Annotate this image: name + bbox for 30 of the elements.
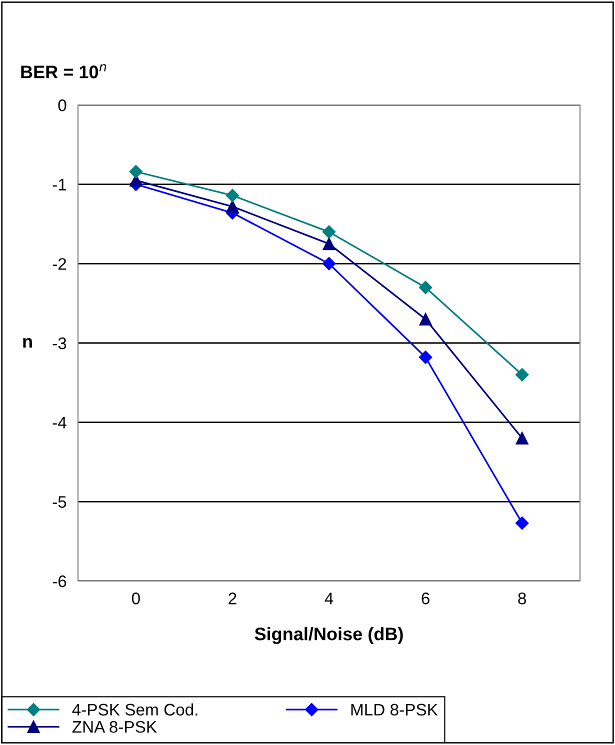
y-tick-label: 0 [58,99,66,112]
x-axis-title: Signal/Noise (dB) [254,627,403,644]
point [515,516,529,530]
x-tick-label: 8 [518,592,526,604]
point [226,200,239,213]
y-tick-label: -5 [52,496,66,508]
y-tick-label: -3 [52,337,66,350]
point [516,432,528,444]
chart-title: BER = 10$^{n}$ [21,64,106,78]
y-axis-title: n [23,338,32,348]
y-tick-label: -2 [52,258,66,270]
x-tick-label: 6 [422,592,430,604]
point [322,225,336,239]
point [322,257,336,270]
legend-label: 4-PSK Sem Cod. [72,703,198,716]
x-tick-label: 2 [228,592,236,604]
point [322,238,336,250]
point [419,312,432,326]
y-tick-label: -1 [52,178,66,190]
legend-label: ZNA 8-PSK [72,721,157,733]
legend-label: MLD 8-PSK [351,704,438,716]
y-tick-label: -6 [52,575,66,588]
point [418,350,432,364]
point [226,188,240,202]
x-tick-label: 0 [132,592,140,604]
x-tick-label: 4 [324,592,334,604]
point [515,368,529,382]
point [129,165,143,178]
point [418,280,432,294]
y-tick-label: -4 [52,416,66,428]
